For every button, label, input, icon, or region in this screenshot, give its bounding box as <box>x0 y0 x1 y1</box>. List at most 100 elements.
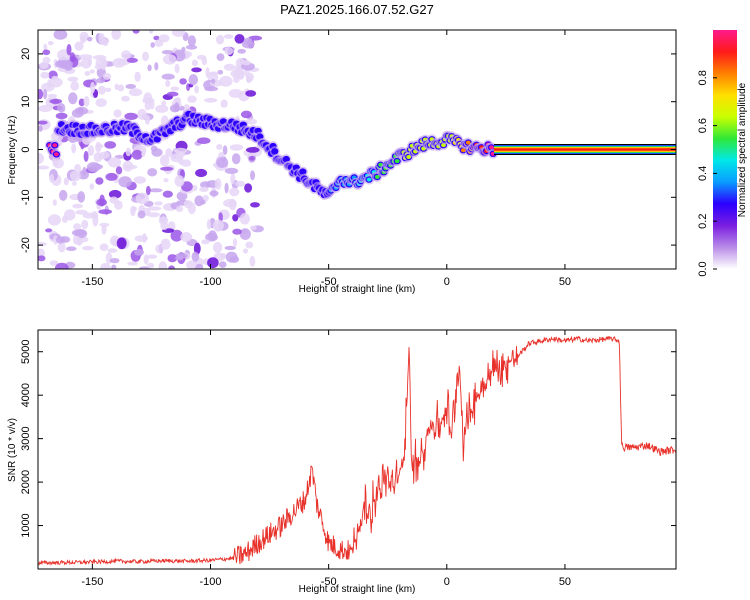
colorbar-label: Normalized spectral amplitude <box>737 82 748 217</box>
noise-blob <box>167 254 178 263</box>
colorbar-tick-label: 0.4 <box>697 166 709 181</box>
noise-blob <box>57 103 66 113</box>
noise-blob <box>232 238 238 247</box>
noise-blob <box>96 198 107 206</box>
noise-blob <box>237 48 246 54</box>
noise-blob <box>71 143 77 154</box>
noise-blob <box>117 84 125 92</box>
snr-xtick-label: -100 <box>199 576 221 588</box>
heat-xtick-label: -50 <box>321 276 337 288</box>
noise-blob <box>45 228 53 233</box>
noise-blob <box>107 248 118 253</box>
noise-blob <box>250 202 260 208</box>
noise-blob <box>191 251 200 262</box>
noise-blob <box>87 36 93 42</box>
snr-xtick-label: 50 <box>559 576 571 588</box>
noise-blob <box>217 70 224 75</box>
noise-blob <box>59 189 68 201</box>
noise-blob <box>127 261 138 266</box>
noise-blob <box>39 61 49 70</box>
noise-blob <box>154 201 163 206</box>
noise-blob <box>162 190 173 198</box>
noise-blob <box>138 266 151 269</box>
ridge-core <box>465 140 471 145</box>
noise-blob <box>82 245 94 251</box>
noise-blob <box>55 112 68 120</box>
noise-blob <box>218 261 227 268</box>
colorbar-tick-label: 0.6 <box>697 118 709 133</box>
noise-blob <box>137 108 147 120</box>
noise-blob <box>118 176 132 188</box>
noise-blob <box>57 241 66 253</box>
snr-xtick-label: -50 <box>321 576 337 588</box>
noise-blob <box>134 71 141 83</box>
noise-blob <box>191 67 202 73</box>
noise-blob <box>124 164 138 170</box>
noise-blob <box>249 225 257 231</box>
noise-blob <box>191 59 199 67</box>
noise-blob <box>90 81 96 94</box>
snr-area <box>38 335 676 567</box>
noise-blob <box>204 97 218 103</box>
noise-blob <box>147 168 158 177</box>
snr-xtick-label: -150 <box>81 576 103 588</box>
noise-blob <box>223 63 236 71</box>
noise-blob <box>144 115 150 125</box>
noise-blob <box>63 177 69 186</box>
noise-blob <box>163 178 169 183</box>
noise-blob <box>241 60 251 66</box>
ridge-core <box>59 122 64 127</box>
noise-blob <box>108 189 122 199</box>
noise-blob <box>104 87 112 93</box>
noise-blob <box>180 232 193 242</box>
noise-blob <box>230 173 236 185</box>
heat-xlabel: Height of straight line (km) <box>299 284 416 295</box>
noise-blob <box>231 153 241 165</box>
noise-blob <box>216 53 225 61</box>
noise-blob <box>239 228 251 240</box>
snr-frame <box>37 329 677 570</box>
noise-blob <box>133 176 147 184</box>
noise-blob <box>47 214 61 226</box>
noise-blob <box>159 154 170 167</box>
snr-xtick-label: 0 <box>444 576 450 588</box>
noise-blob <box>211 78 216 84</box>
noise-blob <box>194 85 199 94</box>
noise-blob <box>47 79 52 89</box>
ridge-core <box>460 148 466 153</box>
noise-blob <box>49 260 59 266</box>
noise-blob <box>104 141 117 149</box>
noise-blob <box>48 77 63 88</box>
noise-blob <box>174 63 180 74</box>
noise-blob <box>74 41 84 51</box>
noise-blob <box>146 254 158 259</box>
snr-ytick-label: 4000 <box>20 383 32 407</box>
noise-blob <box>224 182 229 194</box>
noise-blob <box>216 144 223 150</box>
heat-xtick-label: -100 <box>199 276 221 288</box>
noise-blob <box>242 248 249 254</box>
noise-blob <box>220 99 228 108</box>
ridge-core <box>52 143 58 148</box>
noise-blob <box>195 168 208 178</box>
ridge-core <box>366 177 372 182</box>
noise-blob <box>171 30 186 37</box>
noise-blob <box>38 255 46 262</box>
snr-ytick-label: 2000 <box>20 470 32 494</box>
noise-blob <box>68 92 78 105</box>
heat-xtick-label: 0 <box>444 276 450 288</box>
noise-blob <box>241 40 255 49</box>
noise-blob <box>101 224 107 235</box>
noise-blob <box>223 34 234 39</box>
noise-blob <box>135 192 149 205</box>
noise-blob <box>64 209 76 221</box>
heat-ylabel: Frequency (Hz) <box>7 116 18 185</box>
noise-blob <box>166 91 179 97</box>
noise-blob <box>89 69 95 74</box>
noise-blob <box>57 60 72 66</box>
noise-blob <box>78 98 85 107</box>
noise-blob <box>194 195 204 207</box>
noise-blob <box>214 178 222 190</box>
